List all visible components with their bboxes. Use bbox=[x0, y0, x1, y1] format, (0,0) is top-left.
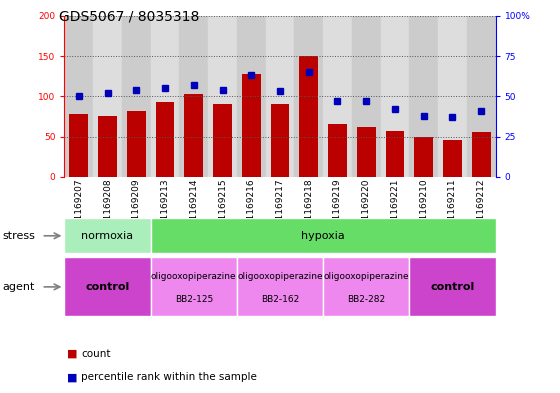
Bar bbox=[179, 16, 208, 177]
Text: percentile rank within the sample: percentile rank within the sample bbox=[81, 372, 257, 382]
Bar bbox=[386, 131, 404, 177]
Text: BB2-282: BB2-282 bbox=[347, 296, 385, 304]
Bar bbox=[265, 16, 295, 177]
Text: GDS5067 / 8035318: GDS5067 / 8035318 bbox=[59, 10, 199, 24]
Bar bbox=[409, 16, 438, 177]
Bar bbox=[323, 16, 352, 177]
Bar bbox=[270, 104, 290, 177]
Bar bbox=[64, 16, 93, 177]
Bar bbox=[352, 16, 381, 177]
Bar bbox=[357, 127, 376, 177]
Text: control: control bbox=[430, 282, 475, 292]
Bar bbox=[127, 111, 146, 177]
Text: normoxia: normoxia bbox=[81, 231, 134, 241]
Bar bbox=[323, 257, 409, 316]
Bar bbox=[151, 16, 179, 177]
Bar bbox=[93, 16, 122, 177]
Text: oligooxopiperazine: oligooxopiperazine bbox=[151, 272, 236, 281]
Bar bbox=[208, 16, 237, 177]
Bar bbox=[151, 257, 237, 316]
Text: stress: stress bbox=[3, 231, 36, 241]
Text: control: control bbox=[85, 282, 130, 292]
Text: ■: ■ bbox=[67, 372, 78, 382]
Bar bbox=[98, 116, 117, 177]
Bar bbox=[409, 257, 496, 316]
Bar bbox=[237, 16, 265, 177]
Bar bbox=[184, 94, 203, 177]
Bar bbox=[443, 140, 462, 177]
Bar bbox=[242, 74, 260, 177]
Bar bbox=[467, 16, 496, 177]
Bar bbox=[328, 125, 347, 177]
Bar bbox=[381, 16, 409, 177]
Text: oligooxopiperazine: oligooxopiperazine bbox=[324, 272, 409, 281]
Bar bbox=[151, 218, 496, 253]
Bar bbox=[295, 16, 323, 177]
Bar bbox=[300, 56, 318, 177]
Bar bbox=[64, 218, 151, 253]
Bar bbox=[438, 16, 467, 177]
Text: oligooxopiperazine: oligooxopiperazine bbox=[237, 272, 323, 281]
Bar bbox=[472, 132, 491, 177]
Bar bbox=[64, 257, 151, 316]
Text: count: count bbox=[81, 349, 111, 359]
Bar bbox=[69, 114, 88, 177]
Bar bbox=[122, 16, 151, 177]
Text: ■: ■ bbox=[67, 349, 78, 359]
Bar bbox=[237, 257, 323, 316]
Text: agent: agent bbox=[3, 282, 35, 292]
Text: hypoxia: hypoxia bbox=[301, 231, 345, 241]
Text: BB2-162: BB2-162 bbox=[261, 296, 299, 304]
Text: BB2-125: BB2-125 bbox=[175, 296, 213, 304]
Bar bbox=[213, 103, 232, 177]
Bar bbox=[156, 102, 174, 177]
Bar bbox=[414, 136, 433, 177]
